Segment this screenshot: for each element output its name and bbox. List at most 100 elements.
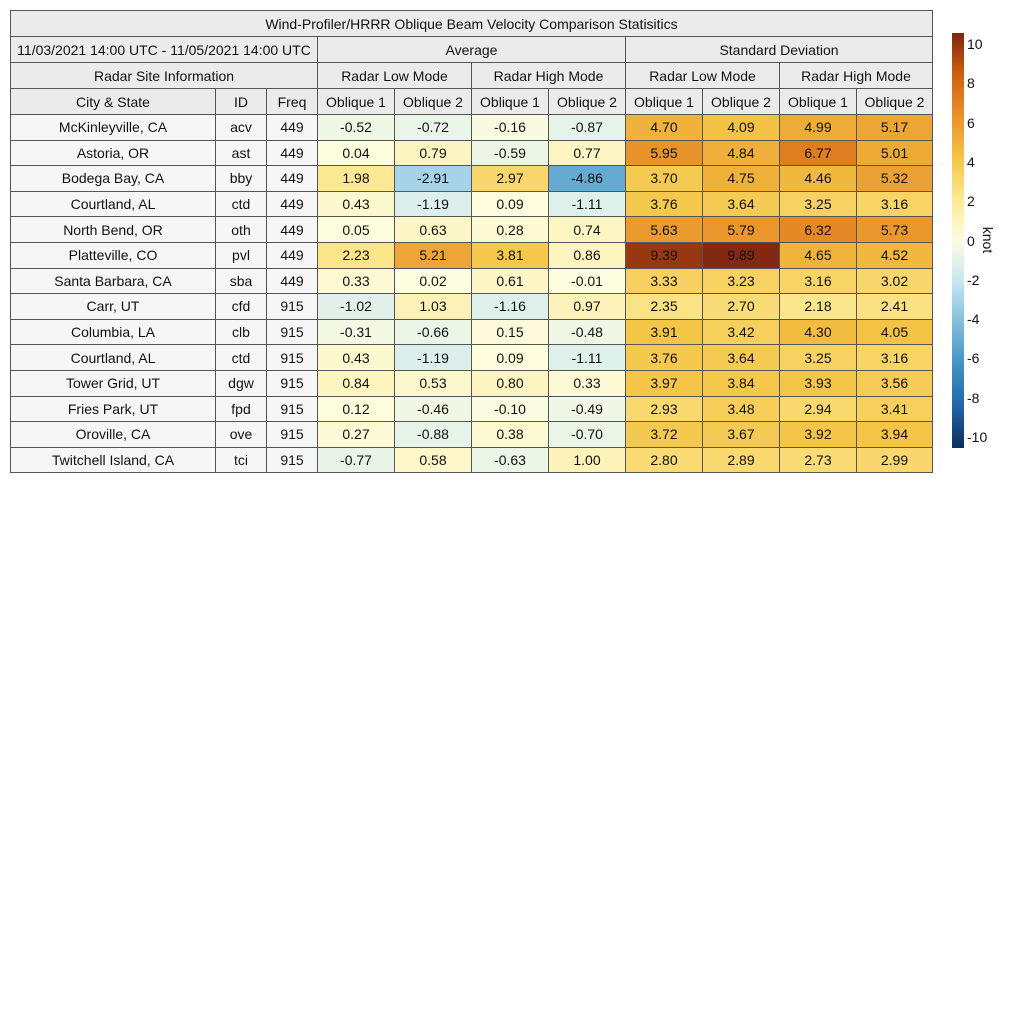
value-cell: -1.19: [394, 344, 472, 371]
value-cell: 0.43: [317, 190, 395, 218]
freq-cell: 449: [266, 241, 318, 269]
city-cell: Courtland, AL: [10, 344, 216, 371]
id-cell: cfd: [215, 293, 267, 320]
city-cell: McKinleyville, CA: [10, 114, 216, 141]
colorbar-tick-label: -10: [967, 429, 988, 445]
table-row: Tower Grid, UT dgw 915 0.84 0.53 0.80 0.33 3.97…: [10, 369, 933, 397]
value-cell: 4.84: [702, 139, 780, 167]
value-cell: 0.43: [317, 344, 395, 371]
value-cell: -0.52: [317, 114, 395, 141]
colorbar-tick-label: -2: [967, 271, 980, 288]
column-header: Oblique 1: [471, 88, 549, 115]
colorbar: [952, 33, 964, 448]
value-cell: -1.19: [394, 190, 472, 218]
value-cell: 2.35: [625, 293, 703, 320]
freq-cell: 449: [266, 267, 318, 295]
value-cell: 0.38: [471, 421, 549, 448]
value-cell: 4.05: [856, 318, 933, 346]
value-cell: 4.09: [702, 114, 780, 141]
column-header: Oblique 2: [548, 88, 626, 115]
value-cell: 0.12: [317, 395, 395, 423]
value-cell: 4.65: [779, 241, 857, 269]
colorbar-tick-label: 8: [967, 75, 975, 92]
value-cell: 6.32: [779, 216, 857, 243]
colorbar-tick-label: 6: [967, 114, 975, 131]
value-cell: 3.64: [702, 344, 780, 371]
table-row: Columbia, LA clb 915 -0.31 -0.66 0.15 -0.48 3.9…: [10, 318, 933, 346]
value-cell: 0.74: [548, 216, 626, 243]
value-cell: 1.98: [317, 165, 395, 192]
table-row: Carr, UT cfd 915 -1.02 1.03 -1.16 0.97 2.35 2.70…: [10, 293, 933, 320]
value-cell: 3.70: [625, 165, 703, 192]
city-cell: Courtland, AL: [10, 190, 216, 218]
city-cell: Twitchell Island, CA: [10, 446, 216, 474]
id-cell: ast: [215, 139, 267, 167]
statistics-table: Wind-Profiler/HRRR Oblique Beam Velocity…: [10, 10, 933, 474]
value-cell: 2.18: [779, 293, 857, 320]
value-cell: 2.41: [856, 293, 933, 320]
id-cell: ctd: [215, 344, 267, 371]
value-cell: 6.77: [779, 139, 857, 167]
value-cell: 3.67: [702, 421, 780, 448]
value-cell: 3.02: [856, 267, 933, 295]
city-cell: Fries Park, UT: [10, 395, 216, 423]
value-cell: 0.04: [317, 139, 395, 167]
value-cell: 0.58: [394, 446, 472, 474]
value-cell: -2.91: [394, 165, 472, 192]
value-cell: 3.76: [625, 190, 703, 218]
value-cell: 3.16: [856, 190, 933, 218]
id-cell: pvl: [215, 241, 267, 269]
freq-cell: 449: [266, 216, 318, 243]
value-cell: -0.77: [317, 446, 395, 474]
value-cell: 5.32: [856, 165, 933, 192]
date-range: 11/03/2021 14:00 UTC - 11/05/2021 14:00 …: [10, 36, 318, 63]
value-cell: 3.91: [625, 318, 703, 346]
column-header: City & State: [10, 88, 216, 115]
value-cell: -0.70: [548, 421, 626, 448]
value-cell: 3.92: [779, 421, 857, 448]
value-cell: 5.01: [856, 139, 933, 167]
value-cell: 4.30: [779, 318, 857, 346]
value-cell: 4.70: [625, 114, 703, 141]
value-cell: 1.00: [548, 446, 626, 474]
value-cell: 2.70: [702, 293, 780, 320]
value-cell: 4.99: [779, 114, 857, 141]
table-row: Courtland, AL ctd 915 0.43 -1.19 0.09 -1.11 3.7…: [10, 344, 933, 371]
table-row: Oroville, CA ove 915 0.27 -0.88 0.38 -0.70 3.72…: [10, 421, 933, 448]
value-cell: 3.16: [779, 267, 857, 295]
value-cell: -0.46: [394, 395, 472, 423]
value-cell: -1.11: [548, 344, 626, 371]
freq-cell: 915: [266, 318, 318, 346]
value-cell: 5.73: [856, 216, 933, 243]
table-row: Fries Park, UT fpd 915 0.12 -0.46 -0.10 -0.49 2…: [10, 395, 933, 423]
id-cell: tci: [215, 446, 267, 474]
freq-cell: 449: [266, 114, 318, 141]
mode-header: Radar High Mode: [779, 62, 933, 89]
table-title: Wind-Profiler/HRRR Oblique Beam Velocity…: [10, 10, 933, 37]
value-cell: -0.59: [471, 139, 549, 167]
column-header: Oblique 2: [856, 88, 933, 115]
value-cell: 0.80: [471, 369, 549, 397]
freq-cell: 915: [266, 369, 318, 397]
city-cell: Columbia, LA: [10, 318, 216, 346]
column-header: Oblique 1: [317, 88, 395, 115]
colorbar-tick-label: -8: [967, 389, 980, 406]
value-cell: 2.80: [625, 446, 703, 474]
value-cell: 4.46: [779, 165, 857, 192]
table-row: Courtland, AL ctd 449 0.43 -1.19 0.09 -1.11 3.7…: [10, 190, 933, 218]
freq-cell: 915: [266, 293, 318, 320]
column-header: ID: [215, 88, 267, 115]
mode-header: Radar Low Mode: [317, 62, 472, 89]
group-std-dev: Standard Deviation: [625, 36, 933, 63]
value-cell: 3.42: [702, 318, 780, 346]
value-cell: 0.97: [548, 293, 626, 320]
value-cell: 3.25: [779, 190, 857, 218]
colorbar-tick-label: -6: [967, 350, 980, 367]
value-cell: 2.89: [702, 446, 780, 474]
freq-cell: 915: [266, 421, 318, 448]
table-row: Platteville, CO pvl 449 2.23 5.21 3.81 0.86 9.3…: [10, 241, 933, 269]
value-cell: 0.02: [394, 267, 472, 295]
id-cell: fpd: [215, 395, 267, 423]
id-cell: oth: [215, 216, 267, 243]
id-cell: acv: [215, 114, 267, 141]
